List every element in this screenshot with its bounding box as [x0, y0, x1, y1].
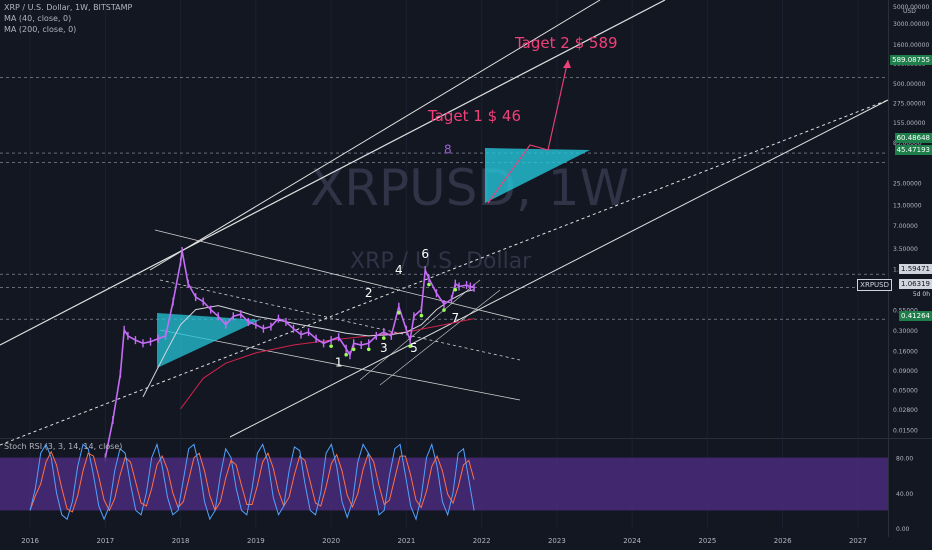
signal-dot	[397, 310, 401, 315]
trend-line	[159, 279, 521, 361]
trend-line	[0, 0, 666, 346]
y-tick-label: 0.09000	[893, 368, 918, 375]
trend-line	[229, 99, 889, 438]
triangle-pattern-2017	[157, 313, 260, 368]
signal-dot	[381, 336, 386, 340]
x-tick-label: 2019	[247, 537, 265, 545]
wave-label-1: 1	[335, 355, 343, 369]
price-tag-589: 589.08755	[890, 55, 932, 65]
x-tick-label: 2025	[698, 537, 716, 545]
y-tick-label: 0.02800	[893, 407, 918, 414]
y-tick-label: 275.00000	[893, 101, 926, 108]
price-tag-1-06: 1.06319	[899, 279, 932, 289]
stoch-k-line	[29, 442, 475, 521]
rsi-tick-label: 0.00	[896, 526, 910, 533]
x-tick-label: 2027	[849, 537, 867, 545]
y-tick-label: 85.00000	[893, 140, 922, 147]
wave-label-3: 3	[380, 341, 388, 355]
signal-dot	[427, 282, 431, 287]
watermark-symbol: XRPUSD, 1W	[310, 159, 629, 217]
legend-stoch-rsi: Stoch RSI (3, 3, 14, 14, close)	[4, 442, 123, 451]
trend-line	[154, 229, 521, 321]
x-tick-label: 2021	[397, 537, 415, 545]
y-tick-label: 0.16000	[893, 349, 918, 356]
bar-countdown: 5d 0h	[912, 291, 930, 298]
watermark-name: XRP / U.S. Dollar	[350, 249, 532, 274]
y-tick-label: 3000.00000	[893, 21, 929, 28]
x-tick-label: 2020	[322, 537, 340, 545]
y-tick-label: 500.00000	[893, 81, 926, 88]
trend-line	[159, 329, 521, 401]
x-tick-label: 2022	[473, 537, 491, 545]
wave-label-2: 2	[365, 286, 373, 300]
y-tick-label: 13.00000	[893, 202, 922, 209]
triangle-pattern-2021	[485, 148, 590, 203]
y-unit-label: USD	[903, 8, 916, 15]
price-tag-1-59: 1.59471	[899, 264, 932, 274]
signal-dot	[329, 344, 333, 348]
signal-dot	[453, 287, 458, 292]
y-tick-label: 5000.00000	[893, 4, 929, 11]
stoch-d-line	[29, 450, 475, 513]
y-tick-label: 155.00000	[893, 120, 926, 127]
projection-path	[487, 59, 569, 204]
signal-dot	[351, 347, 356, 352]
signal-dot	[344, 352, 348, 357]
projection-arrowhead	[563, 60, 571, 68]
y-tick-label: 3.50000	[893, 246, 918, 253]
y-tick-label: 1600.00000	[893, 42, 929, 49]
y-tick-label: 0.01500	[893, 428, 918, 435]
wave-label-6: 6	[421, 247, 429, 261]
signal-dot	[419, 313, 424, 318]
price-tag-0-41: 0.41264	[899, 311, 932, 321]
x-tick-label: 2016	[21, 537, 39, 545]
y-tick-label: 25.00000	[893, 181, 922, 188]
rsi-band	[0, 457, 888, 511]
signal-dot	[442, 308, 446, 312]
signal-dot	[408, 344, 412, 348]
rsi-tick-label: 80.00	[896, 456, 913, 463]
ma200-line	[180, 318, 475, 410]
x-tick-label: 2024	[623, 537, 641, 545]
price-tag-45: 45.47193	[894, 145, 932, 155]
wave-label-4: 4	[395, 263, 403, 277]
y-tick-label: 0.05000	[893, 387, 918, 394]
ma40-line	[142, 289, 475, 398]
trend-line	[149, 0, 601, 271]
wave-label-5: 5	[410, 341, 418, 355]
x-tick-label: 2023	[548, 537, 566, 545]
legend-symbol: XRP / U.S. Dollar, 1W, BITSTAMP	[4, 3, 133, 12]
legend-ma40: MA (40, close, 0)	[4, 14, 72, 23]
x-tick-label: 2018	[172, 537, 190, 545]
wave-label-8: 8	[444, 142, 452, 156]
signal-dot	[366, 347, 371, 352]
price-tag-60: 60.48648	[894, 133, 932, 143]
y-tick-label: 0.30000	[893, 328, 918, 335]
legend-ma200: MA (200, close, 0)	[4, 25, 77, 34]
target-2-label: Taget 2 $ 589	[514, 34, 618, 52]
trend-line	[379, 289, 501, 386]
rsi-tick-label: 40.00	[896, 491, 913, 498]
price-tag-symbol: XRPUSD	[857, 279, 892, 291]
x-tick-label: 2017	[96, 537, 114, 545]
y-tick-label: 7.00000	[893, 223, 918, 230]
x-tick-label: 2026	[774, 537, 792, 545]
wave-label-7: 7	[451, 311, 459, 325]
target-1-label: Taget 1 $ 46	[427, 107, 521, 125]
trend-line	[359, 279, 481, 381]
